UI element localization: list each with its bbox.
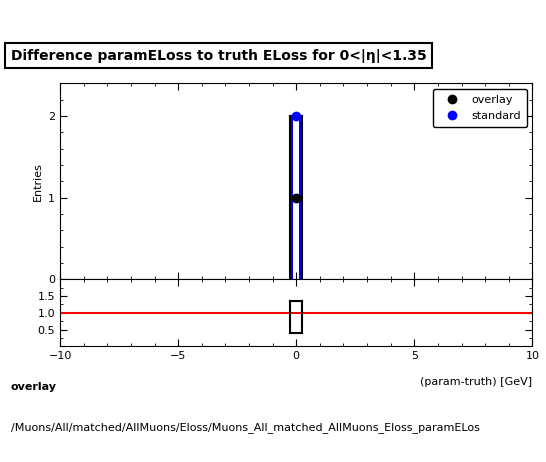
Y-axis label: Entries: Entries bbox=[33, 162, 43, 201]
Text: overlay: overlay bbox=[11, 383, 57, 392]
Text: Difference paramELoss to truth ELoss for 0<|η|<1.35: Difference paramELoss to truth ELoss for… bbox=[11, 49, 426, 63]
Text: (param-truth) [GeV]: (param-truth) [GeV] bbox=[420, 377, 532, 387]
Text: /Muons/All/matched/AllMuons/Eloss/Muons_All_matched_AllMuons_Eloss_paramELos: /Muons/All/matched/AllMuons/Eloss/Muons_… bbox=[11, 422, 480, 432]
Legend: overlay, standard: overlay, standard bbox=[433, 89, 527, 127]
